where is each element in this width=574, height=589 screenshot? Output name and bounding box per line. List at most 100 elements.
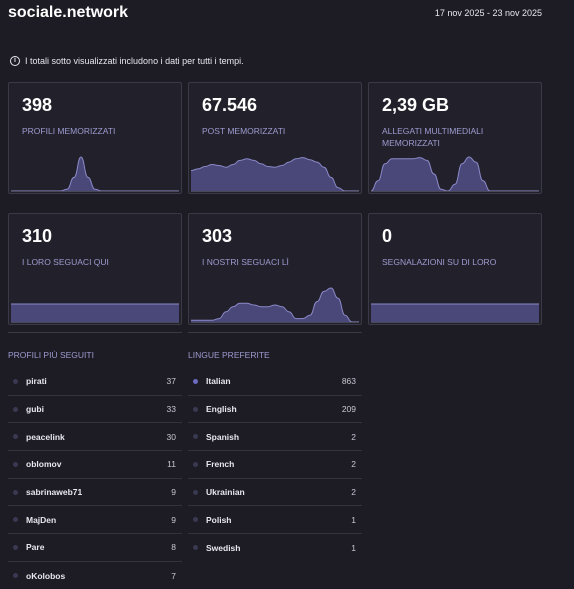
- language-row[interactable]: French 2: [188, 451, 362, 479]
- bullet-dot-icon: [13, 489, 18, 495]
- row-name: sabrinaweb71: [26, 487, 83, 498]
- profile-row[interactable]: Pare 8: [8, 534, 182, 562]
- profile-row[interactable]: gubi 33: [8, 396, 182, 424]
- bullet-dot-icon: [193, 434, 198, 440]
- row-name: Ukrainian: [206, 487, 245, 498]
- stat-card[interactable]: 303 I NOSTRI SEGUACI LÌ: [188, 213, 362, 325]
- bullet-dot-icon: [193, 406, 198, 412]
- stat-label: I LORO SEGUACI QUI: [22, 257, 109, 267]
- bullet-dot-icon: [193, 378, 198, 384]
- sparkline: [371, 303, 539, 323]
- sparkline-area: [11, 304, 179, 322]
- profile-row[interactable]: pirati 37: [8, 368, 182, 396]
- language-row[interactable]: Swedish 1: [188, 534, 362, 562]
- bullet-dot-icon: [193, 461, 198, 467]
- sparkline-area: [371, 157, 539, 191]
- profile-row[interactable]: oblomov 11: [8, 451, 182, 479]
- stat-label: I NOSTRI SEGUACI LÌ: [202, 257, 289, 267]
- row-name: oblomov: [26, 459, 62, 470]
- row-count: 2: [351, 431, 356, 442]
- info-text: I totali sotto visualizzati includono i …: [25, 56, 244, 66]
- stat-card[interactable]: 398 PROFILI MEMORIZZATI: [8, 82, 182, 194]
- bullet-dot-icon: [13, 517, 18, 523]
- profile-row[interactable]: MajDen 9: [8, 506, 182, 535]
- row-name: oKolobos: [26, 570, 66, 581]
- info-icon: i: [10, 56, 20, 66]
- sparkline: [190, 157, 359, 192]
- row-count: 11: [167, 459, 176, 470]
- bullet-dot-icon: [13, 544, 18, 550]
- sparkline: [370, 156, 539, 192]
- bullet-dot-icon: [193, 517, 198, 523]
- sparkline-line: [190, 157, 359, 192]
- row-name: English: [206, 404, 237, 415]
- stat-label: PROFILI MEMORIZZATI: [22, 126, 116, 136]
- row-count: 2: [351, 487, 356, 498]
- stat-value: 2,39 GB: [382, 95, 450, 115]
- sparkline: [11, 303, 179, 323]
- sparkline-area: [371, 304, 539, 322]
- row-count: 7: [171, 570, 176, 581]
- stat-value: 398: [22, 95, 53, 115]
- sparkline: [11, 156, 179, 192]
- language-row[interactable]: Polish 1: [188, 506, 362, 535]
- row-name: pirati: [26, 376, 47, 387]
- row-name: Swedish: [206, 542, 241, 553]
- profile-row[interactable]: sabrinaweb71 9: [8, 479, 182, 507]
- row-count: 209: [341, 404, 356, 415]
- stat-label: SEGNALAZIONI SU DI LORO: [382, 257, 497, 267]
- row-count: 8: [171, 542, 176, 553]
- row-name: French: [206, 459, 235, 470]
- sparkline-area: [191, 157, 359, 191]
- row-name: MajDen: [26, 514, 57, 525]
- preferred-languages-title: LINGUE PREFERITE: [188, 350, 270, 360]
- row-count: 863: [341, 376, 356, 387]
- language-row[interactable]: Italian 863: [188, 368, 362, 396]
- sparkline-area: [11, 157, 179, 191]
- stat-label: ALLEGATI MULTIMEDIALI MEMORIZZATI: [382, 126, 484, 148]
- row-count: 9: [171, 514, 176, 525]
- bullet-dot-icon: [13, 461, 18, 467]
- row-name: peacelink: [26, 431, 65, 442]
- divider-mid: [188, 332, 362, 333]
- sparkline: [191, 287, 359, 323]
- language-row[interactable]: English 209: [188, 396, 362, 424]
- row-count: 1: [351, 514, 356, 525]
- bullet-dot-icon: [13, 378, 18, 384]
- language-row[interactable]: Ukrainian 2: [188, 479, 362, 507]
- stat-card[interactable]: 0 SEGNALAZIONI SU DI LORO: [368, 213, 542, 325]
- row-name: Polish: [206, 514, 232, 525]
- bullet-dot-icon: [193, 545, 198, 551]
- stat-value: 0: [382, 226, 393, 246]
- row-count: 33: [166, 404, 176, 415]
- info-notice: i I totali sotto visualizzati includono …: [10, 56, 244, 66]
- followed-profiles-list: PROFILI PIÙ SEGUITI pirati 37 gubi 33 peacel…: [8, 350, 182, 589]
- row-count: 30: [166, 431, 176, 442]
- followed-profiles-title: PROFILI PIÙ SEGUITI: [8, 350, 94, 360]
- divider-left: [8, 332, 182, 333]
- row-name: Italian: [206, 376, 231, 387]
- stat-value: 310: [22, 226, 53, 246]
- sparkline-line: [11, 156, 179, 192]
- site-title[interactable]: sociale.network: [8, 4, 129, 21]
- bullet-dot-icon: [13, 434, 18, 440]
- language-row[interactable]: Spanish 2: [188, 423, 362, 452]
- stat-value: 303: [202, 226, 233, 246]
- stat-card[interactable]: 67.546 POST MEMORIZZATI: [188, 82, 362, 194]
- sparkline-line: [191, 287, 359, 323]
- bullet-dot-icon: [193, 489, 198, 495]
- date-range[interactable]: 17 nov 2025 - 23 nov 2025: [434, 8, 542, 18]
- stat-value: 67.546: [202, 95, 258, 115]
- row-count: 37: [166, 376, 176, 387]
- stat-label: POST MEMORIZZATI: [202, 126, 286, 136]
- profile-row[interactable]: peacelink 30: [8, 423, 182, 452]
- row-count: 2: [351, 459, 356, 470]
- stat-card[interactable]: 310 I LORO SEGUACI QUI: [8, 213, 182, 325]
- preferred-languages-list: LINGUE PREFERITE Italian 863 English 209 Spa…: [188, 350, 362, 562]
- profile-row[interactable]: oKolobos 7: [8, 562, 182, 589]
- row-name: Pare: [26, 542, 45, 553]
- header: sociale.network 17 nov 2025 - 23 nov 202…: [8, 4, 542, 24]
- bullet-dot-icon: [13, 406, 18, 412]
- stat-card[interactable]: 2,39 GB ALLEGATI MULTIMEDIALI MEMORIZZATI: [368, 82, 542, 194]
- row-name: gubi: [26, 404, 44, 415]
